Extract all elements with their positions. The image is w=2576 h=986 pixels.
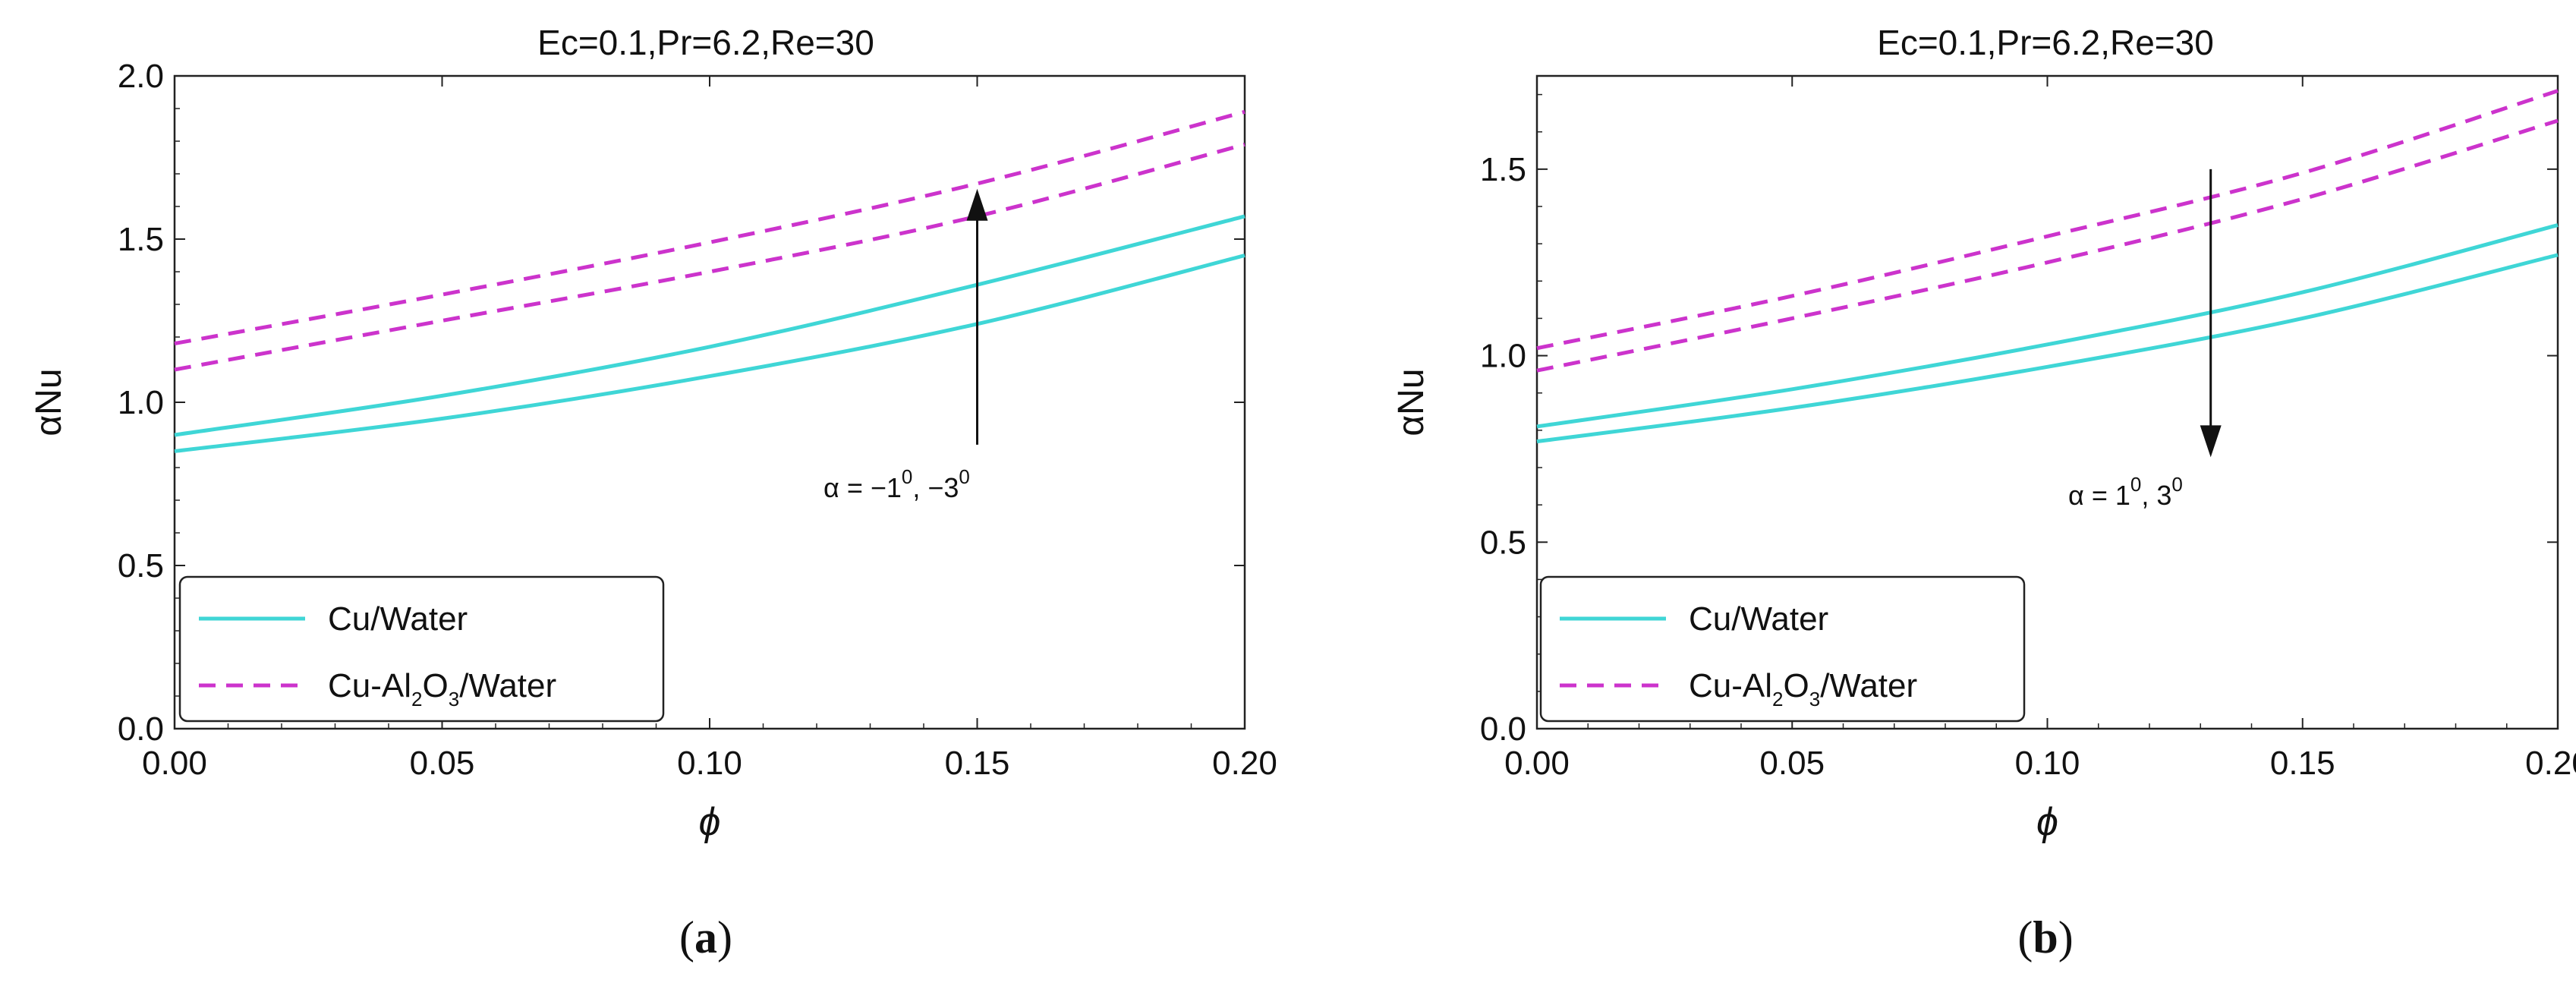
series-line-3 — [1536, 89, 2559, 351]
x-tick-label: 0.05 — [410, 745, 475, 782]
y-tick-label: 1.5 — [118, 221, 164, 258]
x-tick-label: 0.00 — [1504, 745, 1570, 782]
series-line-2 — [174, 254, 1245, 453]
y-tick-label: 0.0 — [118, 710, 164, 748]
legend-box — [178, 575, 665, 723]
x-tick-label: 0.20 — [1212, 745, 1277, 782]
x-axis-label: ϕ — [2036, 800, 2058, 844]
annotation-label: α = 10, 30 — [2068, 473, 2183, 511]
y-tick-label: 0.0 — [1480, 710, 1526, 748]
panel-label-b: (b) — [2017, 912, 2073, 962]
y-tick-label: 1.5 — [1480, 151, 1526, 188]
y-tick-label: 1.0 — [118, 384, 164, 421]
panel-label-a: (a) — [679, 912, 732, 962]
legend-label-2: Cu-Al2O3/Water — [328, 667, 556, 710]
x-tick-label: 0.05 — [1759, 745, 1825, 782]
legend-label-2: Cu-Al2O3/Water — [1689, 667, 1917, 710]
y-tick-label: 1.0 — [1480, 338, 1526, 375]
series-line-1 — [174, 214, 1245, 437]
series-line-3 — [174, 109, 1245, 346]
annotation-label: α = −10, −30 — [824, 465, 970, 503]
chart-panel-a: 0.00 0.05 0.10 0.15 0.20 0.0 0.5 1.0 1.5 2.0 Ec=0.… — [29, 23, 1277, 962]
chart-panel-b: 0.00 0.05 0.10 0.15 0.20 0.0 0.5 1.0 1.5 Ec=0.1,P… — [1391, 23, 2576, 962]
series-line-4 — [174, 142, 1245, 372]
legend-label-1: Cu/Water — [1689, 600, 1828, 638]
legend-box — [1539, 575, 2026, 723]
annotation-arrow-head — [2200, 425, 2222, 458]
x-tick-label: 0.15 — [945, 745, 1010, 782]
x-tick-label: 0.10 — [677, 745, 742, 782]
y-tick-label: 0.5 — [118, 547, 164, 584]
x-tick-label: 0.15 — [2270, 745, 2335, 782]
chart-title: Ec=0.1,Pr=6.2,Re=30 — [1877, 23, 2214, 62]
x-axis-label: ϕ — [699, 800, 721, 844]
series-line-4 — [1536, 118, 2559, 373]
series-line-2 — [1536, 253, 2559, 444]
y-axis-label: αNu — [1391, 368, 1431, 436]
series-line-1 — [1536, 223, 2559, 429]
y-tick-label: 0.5 — [1480, 524, 1526, 561]
annotation-arrow-head — [966, 188, 988, 221]
x-tick-label: 0.20 — [2525, 745, 2576, 782]
y-axis-label: αNu — [29, 368, 69, 436]
y-tick-label: 2.0 — [118, 58, 164, 95]
x-tick-label: 0.00 — [142, 745, 207, 782]
x-tick-label: 0.10 — [2015, 745, 2080, 782]
legend-label-1: Cu/Water — [328, 600, 468, 638]
chart-title: Ec=0.1,Pr=6.2,Re=30 — [537, 23, 874, 62]
